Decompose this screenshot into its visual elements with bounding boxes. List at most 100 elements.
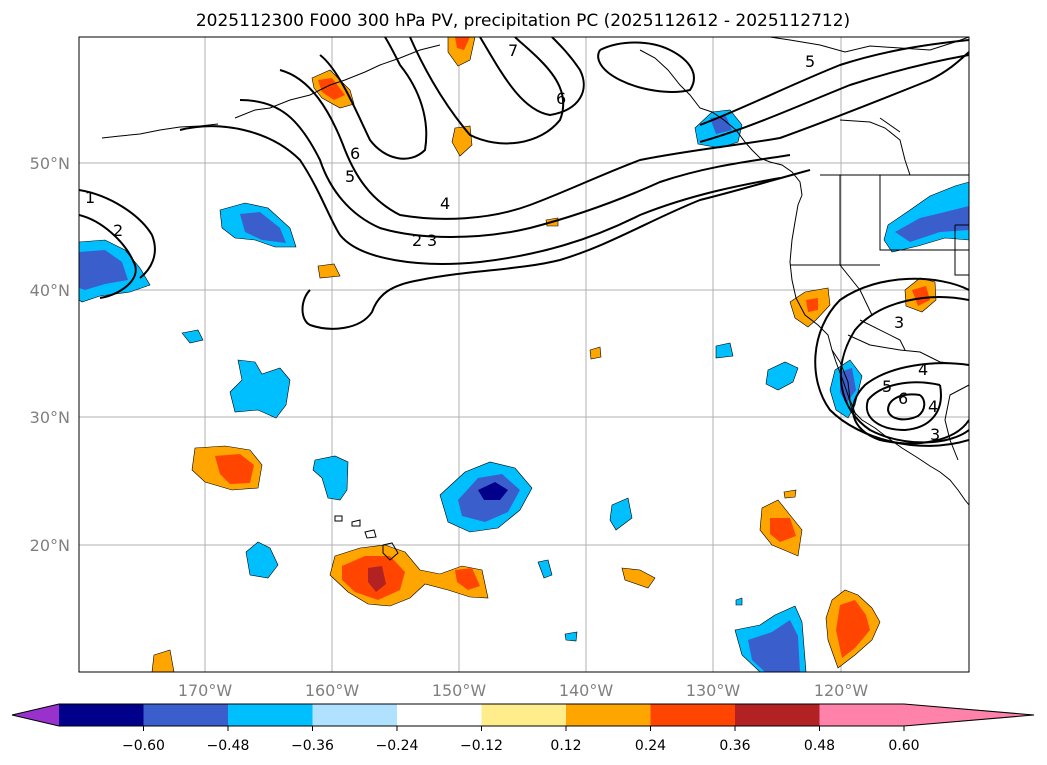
- precip-positive-core: [836, 600, 870, 658]
- precip-positive-region: [783, 489, 797, 499]
- lon-label-170w: 170°W: [178, 681, 233, 700]
- precip-negative-core: [79, 250, 128, 290]
- alaska-coastline: [769, 37, 969, 53]
- colorbar-tick-label: −0.12: [460, 738, 503, 754]
- pv-contour-5: [279, 51, 969, 220]
- precip-positive-core: [912, 286, 930, 306]
- state-borders: [879, 175, 969, 251]
- pv-contour-5-east: [699, 39, 969, 126]
- precip-positive-max: [368, 566, 386, 592]
- colorbar-tick-labels: −0.60 −0.48 −0.36 −0.24 −0.12 0.12 0.24 …: [122, 738, 920, 754]
- precip-negative-region: [609, 497, 633, 531]
- colorbar-segment: [59, 704, 144, 726]
- precip-positive-core: [215, 454, 254, 484]
- contour-label: 5: [345, 167, 355, 186]
- precip-negative-region: [245, 541, 279, 579]
- pv-contour-5-cutoff: [852, 362, 969, 445]
- contour-label: 4: [440, 194, 450, 213]
- hawaii-big-island: [382, 542, 399, 561]
- lon-label-140w: 140°W: [559, 681, 614, 700]
- pv-contour-6-west: [319, 37, 428, 160]
- state-borders: [839, 175, 873, 316]
- contour-label: 4: [928, 397, 938, 416]
- colorbar-segment: [228, 704, 313, 726]
- lon-label-150w: 150°W: [432, 681, 487, 700]
- contour-label: 3: [894, 313, 904, 332]
- baja-peninsula: [831, 349, 857, 416]
- colorbar-segment: [312, 704, 397, 726]
- state-borders: [954, 224, 969, 276]
- colorbar: −0.60 −0.48 −0.36 −0.24 −0.12 0.12 0.24 …: [11, 703, 1035, 754]
- pv-contour-3: [179, 125, 781, 265]
- colorbar-segment: [481, 704, 566, 726]
- hawaii-kauai: [334, 515, 343, 522]
- lon-label-120w: 120°W: [814, 681, 869, 700]
- colorbar-segment: [819, 704, 904, 726]
- contour-label: 6: [898, 389, 908, 408]
- precip-negative-region: [181, 329, 204, 344]
- precip-positive-region: [589, 346, 602, 360]
- colorbar-tick-label: 0.36: [719, 738, 750, 754]
- contour-label: 6: [350, 144, 360, 163]
- contour-label: 5: [805, 52, 815, 71]
- colorbar-tick-label: −0.60: [122, 738, 165, 754]
- lat-label-30n: 30°N: [30, 408, 70, 427]
- hawaii-maui: [364, 529, 377, 539]
- precip-negative-core: [710, 116, 732, 134]
- precip-positive-region: [447, 37, 476, 67]
- precip-negative-core: [748, 620, 800, 672]
- precip-positive-core: [770, 518, 796, 542]
- pv-contour-7-cutoff: [886, 393, 926, 421]
- precip-positive-region: [451, 125, 473, 157]
- precip-negative-core: [240, 212, 286, 243]
- contour-label: 2: [412, 231, 422, 250]
- pv-contour-6: [409, 37, 565, 145]
- contour-label: 3: [427, 231, 437, 250]
- colorbar-tick-label: 0.48: [804, 738, 835, 754]
- aleutian-islands: [234, 44, 441, 119]
- precip-positive-region: [621, 567, 656, 589]
- precip-negative-region: [537, 559, 553, 579]
- precip-positive-core: [455, 37, 470, 50]
- colorbar-segment: [397, 704, 482, 726]
- mexico-mainland-coast: [944, 384, 969, 461]
- latitude-labels: 50°N 40°N 30°N 20°N: [30, 154, 70, 555]
- contour-label: 4: [918, 360, 928, 379]
- lat-label-20n: 20°N: [30, 536, 70, 555]
- contour-label: 5: [882, 377, 892, 396]
- pv-contour-1: [79, 189, 156, 279]
- pv-contour-4: [239, 99, 791, 238]
- colorbar-tick-label: 0.12: [550, 738, 581, 754]
- hawaii-oahu: [351, 519, 361, 527]
- pv-contour-2-main: [301, 169, 811, 330]
- colorbar-tick-label: −0.48: [207, 738, 250, 754]
- coastlines: [101, 37, 969, 561]
- longitude-labels: 170°W 160°W 150°W 140°W 130°W 120°W: [178, 681, 869, 700]
- precip-positive-core: [318, 78, 345, 100]
- pv-contour-4-east: [699, 54, 969, 143]
- contour-label: 3: [930, 425, 940, 444]
- pv-contour-7-east: [597, 41, 695, 93]
- map-frame: [78, 36, 970, 673]
- precip-positive-core: [806, 298, 818, 312]
- pv-contour-2-west: [79, 214, 137, 299]
- pv-contours: [79, 37, 969, 447]
- lat-label-50n: 50°N: [30, 154, 70, 173]
- colorbar-extension-right: [904, 704, 1034, 726]
- colorbar-segment: [650, 704, 735, 726]
- precip-negative-region: [715, 342, 734, 359]
- colorbar-extension-left: [12, 704, 59, 726]
- colorbar-segment: [566, 704, 651, 726]
- colorbar-segment: [143, 704, 228, 726]
- map-title: 2025112300 F000 300 hPa PV, precipitatio…: [196, 11, 850, 31]
- precipitation-shading: [79, 37, 969, 672]
- pv-contour-7: [479, 37, 585, 117]
- colorbar-ticks: [143, 726, 905, 731]
- lon-label-160w: 160°W: [305, 681, 360, 700]
- contour-label: 1: [85, 188, 95, 207]
- colorbar-segment: [735, 704, 820, 726]
- precip-positive-region: [317, 263, 341, 279]
- colorbar-tick-label: −0.24: [376, 738, 419, 754]
- north-america-west-coastline: [639, 49, 969, 506]
